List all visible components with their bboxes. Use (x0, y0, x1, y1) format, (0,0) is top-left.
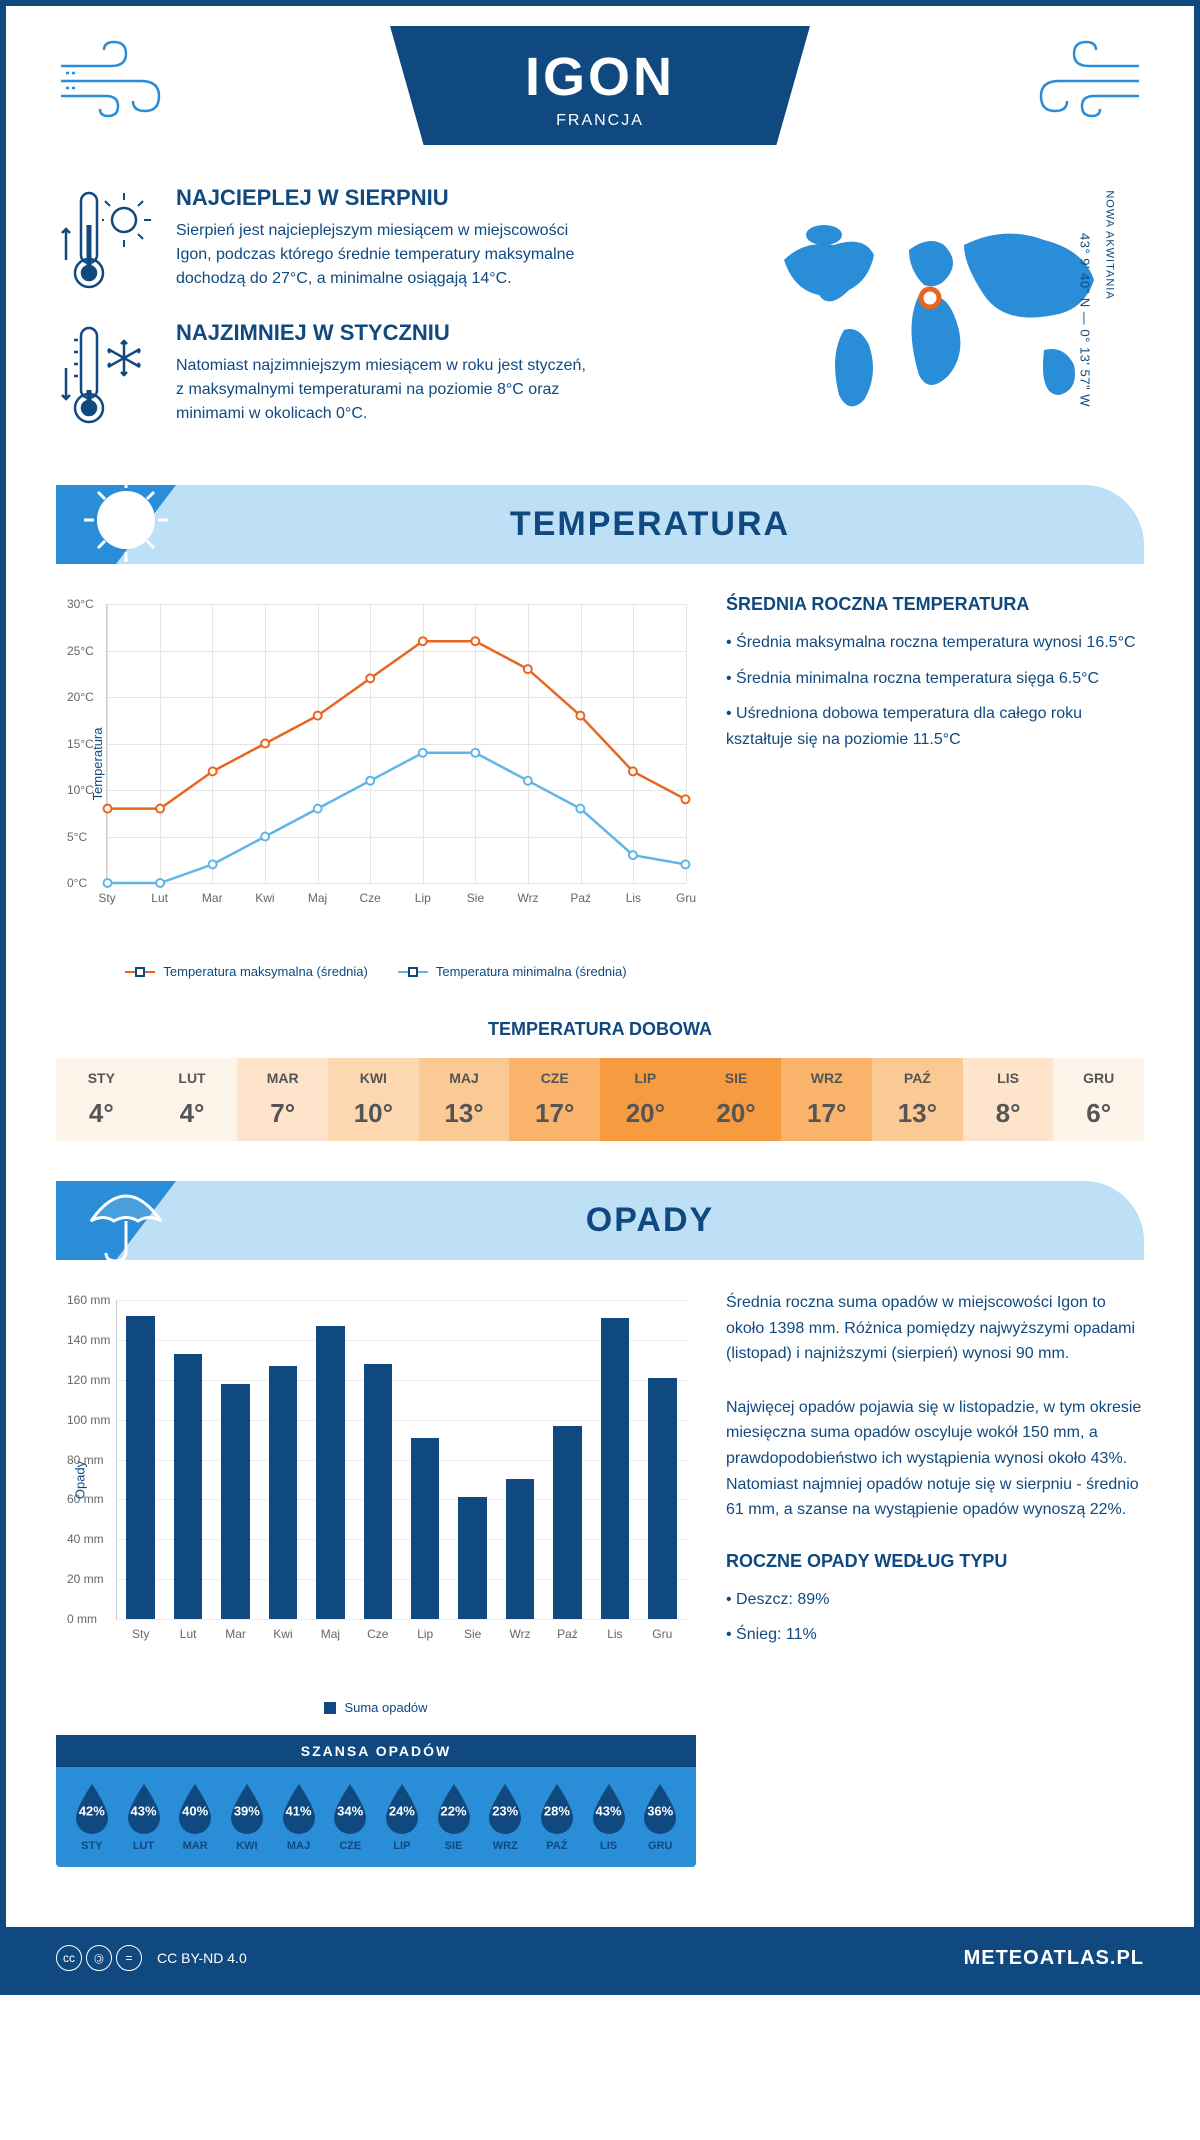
precip-types: Deszcz: 89%Śnieg: 11% (726, 1587, 1144, 1648)
precip-bar (648, 1378, 676, 1619)
precip-para1: Średnia roczna suma opadów w miejscowośc… (726, 1290, 1144, 1367)
precip-bar (506, 1479, 534, 1619)
by-icon: 🄯 (86, 1945, 112, 1971)
temp-cell: KWI10° (328, 1058, 419, 1141)
drop-item: 41%MAJ (273, 1782, 325, 1852)
drop-item: 34%CZE (324, 1782, 376, 1852)
world-map (764, 210, 1124, 430)
avg-temp-title: ŚREDNIA ROCZNA TEMPERATURA (726, 594, 1144, 615)
warmest-title: NAJCIEPLEJ W SIERPNIU (176, 185, 596, 211)
coordinates: 43° 9' 40" N — 0° 13' 57" W (1078, 233, 1093, 407)
temp-cell: STY4° (56, 1058, 147, 1141)
nd-icon: = (116, 1945, 142, 1971)
thermometer-sun-icon (56, 185, 156, 295)
drop-item: 42%STY (66, 1782, 118, 1852)
temp-cell: MAR7° (237, 1058, 328, 1141)
drop-item: 23%WRZ (479, 1782, 531, 1852)
wind-icon (56, 36, 186, 126)
precip-bar (458, 1497, 486, 1619)
location-title: IGON (470, 46, 730, 108)
drop-item: 40%MAR (169, 1782, 221, 1852)
umbrella-icon (76, 1166, 176, 1266)
temp-title: TEMPERATURA (196, 505, 1104, 544)
site-name: METEOATLAS.PL (964, 1947, 1144, 1970)
precip-chance-box: SZANSA OPADÓW 42%STY43%LUT40%MAR39%KWI41… (56, 1735, 696, 1867)
thermometer-snow-icon (56, 320, 156, 430)
precip-type-title: ROCZNE OPADY WEDŁUG TYPU (726, 1551, 1144, 1572)
temp-cell: LUT4° (147, 1058, 238, 1141)
sun-icon (76, 470, 176, 570)
warmest-text: Sierpień jest najcieplejszym miesiącem w… (176, 219, 596, 291)
temp-cell: SIE20° (691, 1058, 782, 1141)
temp-section-header: TEMPERATURA (56, 485, 1144, 564)
avg-temp-bullets: Średnia maksymalna roczna temperatura wy… (726, 630, 1144, 752)
drop-item: 36%GRU (634, 1782, 686, 1852)
precip-bar (364, 1364, 392, 1619)
temperature-chart: Temperatura 0°C5°C10°C15°C20°C25°C30°CSt… (56, 594, 696, 934)
cc-icon: cc (56, 1945, 82, 1971)
temp-cell: WRZ17° (781, 1058, 872, 1141)
precip-bar (126, 1316, 154, 1619)
temp-chart-legend: .legend-swatch::before{border-color:inhe… (56, 964, 696, 979)
drop-item: 43%LUT (118, 1782, 170, 1852)
wind-icon (1014, 36, 1144, 126)
daily-temp-table: STY4°LUT4°MAR7°KWI10°MAJ13°CZE17°LIP20°S… (56, 1058, 1144, 1141)
precip-bar (553, 1426, 581, 1619)
drop-item: 43%LIS (583, 1782, 635, 1852)
temp-cell: LIP20° (600, 1058, 691, 1141)
region-label: NOWA AKWITANIA (1103, 190, 1115, 299)
precip-bar (601, 1318, 629, 1619)
chance-title: SZANSA OPADÓW (56, 1735, 696, 1767)
precip-bar (221, 1384, 249, 1619)
coldest-block: NAJZIMNIEJ W STYCZNIU Natomiast najzimni… (56, 320, 734, 430)
precip-bar (174, 1354, 202, 1619)
drop-item: 39%KWI (221, 1782, 273, 1852)
title-banner: IGON FRANCJA (390, 26, 810, 145)
header: IGON FRANCJA (6, 6, 1194, 175)
temp-cell: MAJ13° (419, 1058, 510, 1141)
drop-item: 28%PAŹ (531, 1782, 583, 1852)
precip-section-header: OPADY (56, 1181, 1144, 1260)
daily-temp-title: TEMPERATURA DOBOWA (56, 1019, 1144, 1040)
precip-chart-legend: Suma opadów (56, 1700, 696, 1715)
intro-section: NAJCIEPLEJ W SIERPNIU Sierpień jest najc… (6, 175, 1194, 485)
cc-icons: cc 🄯 = (56, 1945, 142, 1971)
temp-cell: CZE17° (509, 1058, 600, 1141)
footer: cc 🄯 = CC BY-ND 4.0 METEOATLAS.PL (6, 1927, 1194, 1989)
license-text: CC BY-ND 4.0 (157, 1950, 247, 1966)
temp-cell: LIS8° (963, 1058, 1054, 1141)
coldest-text: Natomiast najzimniejszym miesiącem w rok… (176, 354, 596, 426)
country-label: FRANCJA (470, 112, 730, 130)
coldest-title: NAJZIMNIEJ W STYCZNIU (176, 320, 596, 346)
precip-para2: Najwięcej opadów pojawia się w listopadz… (726, 1395, 1144, 1523)
precip-bar (411, 1438, 439, 1619)
temp-cell: GRU6° (1053, 1058, 1144, 1141)
warmest-block: NAJCIEPLEJ W SIERPNIU Sierpień jest najc… (56, 185, 734, 295)
temp-cell: PAŹ13° (872, 1058, 963, 1141)
precip-bar (316, 1326, 344, 1619)
precipitation-chart: Opady 0 mm20 mm40 mm60 mm80 mm100 mm120 … (56, 1290, 696, 1670)
drop-item: 24%LIP (376, 1782, 428, 1852)
precip-title: OPADY (196, 1201, 1104, 1240)
precip-bar (269, 1366, 297, 1619)
drop-item: 22%SIE (428, 1782, 480, 1852)
